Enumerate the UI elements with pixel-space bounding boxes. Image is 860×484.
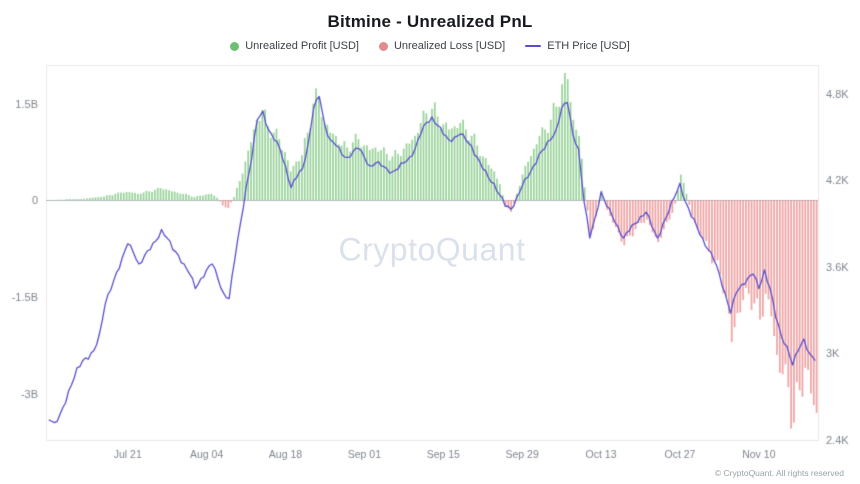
loss-legend-marker-icon bbox=[378, 41, 388, 51]
legend-item-unrealized-loss[interactable]: Unrealized Loss [USD] bbox=[378, 40, 506, 52]
legend-item-eth-price[interactable]: ETH Price [USD] bbox=[525, 40, 630, 52]
legend-label-unrealized-loss: Unrealized Loss [USD] bbox=[393, 40, 506, 52]
eth-price-legend-marker-icon bbox=[525, 45, 542, 47]
chart-title: Bitmine - Unrealized PnL bbox=[327, 12, 533, 31]
legend-label-eth-price: ETH Price [USD] bbox=[547, 40, 630, 52]
legend: Unrealized Profit [USD] Unrealized Loss … bbox=[0, 40, 860, 52]
legend-item-unrealized-profit[interactable]: Unrealized Profit [USD] bbox=[230, 40, 359, 52]
profit-legend-marker-icon bbox=[230, 41, 240, 51]
legend-label-unrealized-profit: Unrealized Profit [USD] bbox=[245, 40, 359, 52]
copyright-notice: © CryptoQuant. All rights reserved bbox=[714, 468, 844, 478]
